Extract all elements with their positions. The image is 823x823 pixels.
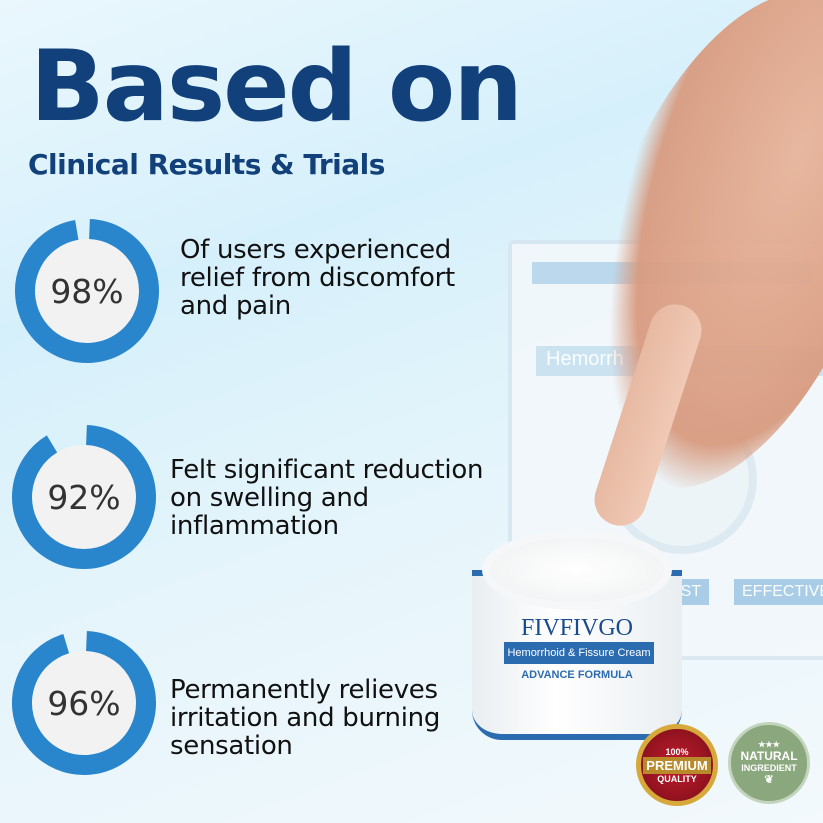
desc-line: Of users experienced [180, 235, 452, 265]
brand-logo: FIVFIVGO [520, 615, 633, 641]
badge-text: 100% [665, 746, 689, 757]
cream-jar: FIVFIVGO Hemorrhoid & Fissure Cream ADVA… [472, 530, 682, 745]
headline: Based on [30, 30, 523, 144]
subheadline: Clinical Results & Trials [28, 148, 385, 181]
stars-icon: ★★★ [758, 740, 780, 749]
badge-text: PREMIUM [643, 756, 711, 774]
ring-progress-arc [12, 631, 156, 775]
stat-percent: 98% [50, 272, 124, 311]
natural-ingredient-badge: ★★★ NATURAL INGREDIENT ❦ [728, 722, 810, 804]
desc-line: and pain [180, 291, 291, 321]
desc-line: irritation and burning [170, 703, 441, 733]
premium-quality-badge: 100% PREMIUM QUALITY [636, 724, 718, 806]
board-step: EFFECTIVE [734, 579, 823, 605]
stat-description: Felt significant reduction on swelling a… [170, 456, 483, 540]
desc-line: Permanently relieves [170, 675, 438, 705]
product-formula: ADVANCE FORMULA [521, 669, 633, 681]
donut-ring [15, 219, 159, 363]
desc-line: relief from discomfort [180, 263, 455, 293]
badge-text: INGREDIENT [741, 763, 797, 773]
donut-ring [12, 425, 156, 569]
stat-percent: 96% [47, 684, 121, 723]
ring-progress-arc [12, 425, 156, 569]
ring-progress-arc [15, 219, 159, 363]
ring-center [35, 239, 139, 343]
badge-text: NATURAL [740, 749, 798, 763]
desc-line: inflammation [170, 511, 339, 541]
leaf-icon: ❦ [764, 774, 774, 786]
desc-line: on swelling and [170, 483, 369, 513]
donut-ring [12, 631, 156, 775]
stat-description: Permanently relieves irritation and burn… [170, 676, 440, 760]
stat-percent: 92% [47, 478, 121, 517]
stat-description: Of users experienced relief from discomf… [180, 236, 455, 320]
badge-text: QUALITY [657, 773, 697, 784]
ring-center [32, 445, 136, 549]
desc-line: sensation [170, 731, 293, 761]
jar-cream [482, 530, 672, 610]
product-name: Hemorrhoid & Fissure Cream [504, 642, 654, 664]
ring-center [32, 651, 136, 755]
desc-line: Felt significant reduction [170, 455, 484, 485]
